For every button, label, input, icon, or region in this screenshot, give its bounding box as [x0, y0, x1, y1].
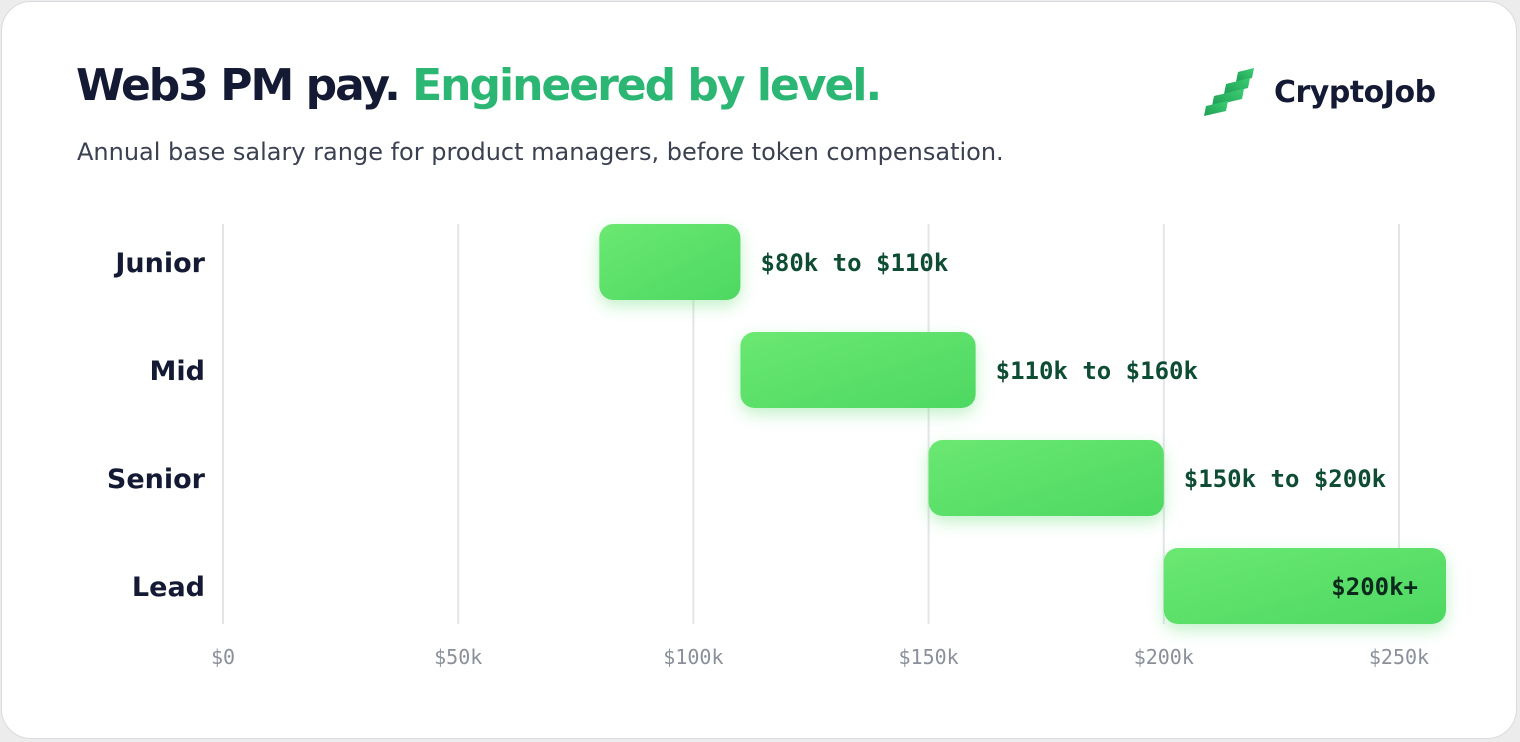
range-bar [740, 332, 976, 408]
level-label: Junior [113, 248, 205, 279]
level-label: Senior [107, 464, 206, 495]
range-value-label: $80k to $110k [760, 249, 948, 277]
level-label: Lead [132, 572, 205, 603]
range-value-label: $110k to $160k [996, 357, 1199, 385]
x-tick-label: $50k [434, 645, 482, 669]
title-main: Web3 PM pay. [76, 60, 401, 111]
x-tick-label: $250k [1369, 645, 1429, 669]
x-tick-label: $100k [663, 645, 723, 669]
chart-subtitle: Annual base salary range for product man… [77, 138, 1004, 166]
level-label: Mid [150, 356, 205, 387]
range-bar [928, 440, 1164, 516]
x-axis-ticks: $0 $50k $100k $150k $200k $250k [211, 645, 1429, 669]
title-accent: Engineered by level. [412, 60, 882, 111]
cryptojob-logo-icon [1204, 68, 1254, 116]
x-tick-label: $200k [1134, 645, 1194, 669]
range-value-label: $200k+ [1331, 573, 1418, 601]
range-bar [599, 224, 741, 300]
x-tick-label: $150k [898, 645, 958, 669]
brand-logo: CryptoJob [1204, 68, 1436, 116]
range-value-label: $150k to $200k [1184, 465, 1387, 493]
brand-name: CryptoJob [1274, 74, 1436, 110]
x-tick-label: $0 [211, 645, 235, 669]
range-bar [1163, 548, 1446, 624]
level-labels: Junior Mid Senior Lead [107, 248, 206, 603]
range-bars: $80k to $110k $110k to $160k $150k to $200… [599, 224, 1446, 624]
page-title: Web3 PM pay. Engineered by level. [76, 60, 882, 111]
